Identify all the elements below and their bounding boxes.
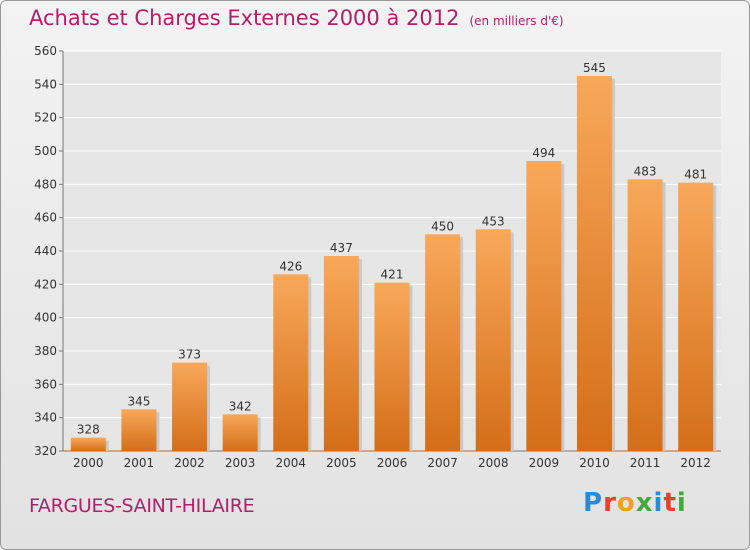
chart-unit: (en milliers d'€): [469, 14, 564, 28]
bar-value-label: 545: [583, 61, 606, 75]
bar: [172, 362, 208, 451]
commune-name: FARGUES-SAINT-HILAIRE: [29, 495, 255, 517]
y-tick-label: 480: [34, 177, 57, 191]
y-tick-label: 460: [34, 211, 57, 225]
bar: [121, 409, 157, 451]
y-tick-label: 440: [34, 244, 57, 258]
x-tick-label: 2008: [478, 456, 509, 470]
chart-title: Achats et Charges Externes 2000 à 2012: [29, 6, 460, 30]
x-tick-label: 2000: [73, 456, 104, 470]
y-tick-label: 380: [34, 344, 57, 358]
bar-value-label: 453: [482, 214, 505, 228]
x-tick-label: 2003: [225, 456, 256, 470]
bar: [678, 182, 714, 451]
y-tick-label: 420: [34, 277, 57, 291]
bar: [323, 256, 359, 451]
bar-value-label: 421: [381, 268, 404, 282]
bar: [526, 161, 562, 451]
proxiti-logo: Proxiti: [583, 488, 687, 518]
bar-value-label: 481: [684, 168, 707, 182]
x-tick-label: 2012: [680, 456, 711, 470]
bar-value-label: 437: [330, 241, 353, 255]
x-tick-label: 2007: [427, 456, 458, 470]
y-tick-label: 560: [34, 44, 57, 58]
bar-value-label: 328: [77, 423, 100, 437]
bar: [70, 437, 106, 451]
x-tick-label: 2004: [275, 456, 306, 470]
y-tick-label: 360: [34, 377, 57, 391]
x-tick-label: 2001: [124, 456, 155, 470]
bar: [374, 282, 410, 451]
x-tick-label: 2002: [174, 456, 205, 470]
bar-value-label: 483: [634, 164, 657, 178]
y-tick-label: 520: [34, 111, 57, 125]
x-tick-label: 2011: [630, 456, 661, 470]
bar-value-label: 342: [229, 399, 252, 413]
bar: [222, 414, 258, 451]
bar-value-label: 450: [431, 219, 454, 233]
x-tick-label: 2005: [326, 456, 357, 470]
chart-title-block: Achats et Charges Externes 2000 à 2012 (e…: [29, 6, 564, 30]
bar-value-label: 345: [127, 394, 150, 408]
y-tick-label: 400: [34, 311, 57, 325]
y-tick-label: 340: [34, 411, 57, 425]
y-tick-label: 500: [34, 144, 57, 158]
bar-value-label: 494: [532, 146, 555, 160]
bar: [576, 76, 612, 451]
bar-value-label: 373: [178, 348, 201, 362]
bar: [273, 274, 309, 451]
bar: [475, 229, 511, 451]
bar: [425, 234, 461, 451]
bar-value-label: 426: [279, 259, 302, 273]
bar: [627, 179, 663, 452]
x-tick-label: 2009: [529, 456, 560, 470]
y-tick-label: 320: [34, 444, 57, 458]
x-tick-label: 2006: [377, 456, 408, 470]
x-tick-label: 2010: [579, 456, 610, 470]
y-tick-label: 540: [34, 77, 57, 91]
